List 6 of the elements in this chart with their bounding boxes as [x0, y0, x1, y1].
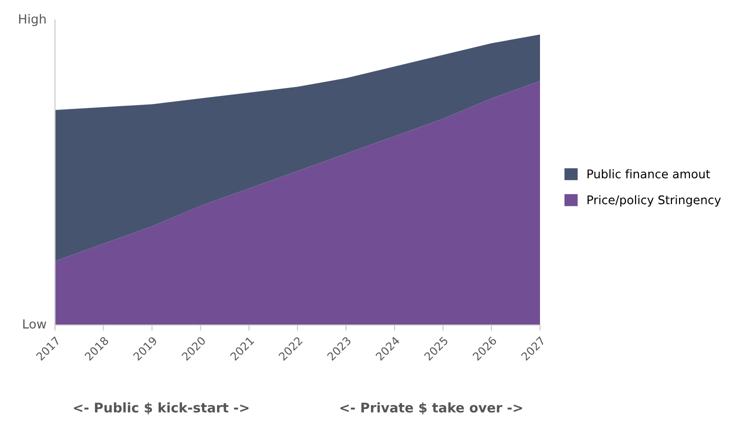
text: <- Public $ kick-start -> [74, 402, 248, 414]
legend-label: Price/policy Stringency [588, 195, 721, 207]
text: <- Private $ take over -> [340, 402, 522, 414]
legend-label: Public finance amout [588, 169, 710, 178]
text: High [19, 14, 46, 26]
text: Low [23, 319, 46, 329]
